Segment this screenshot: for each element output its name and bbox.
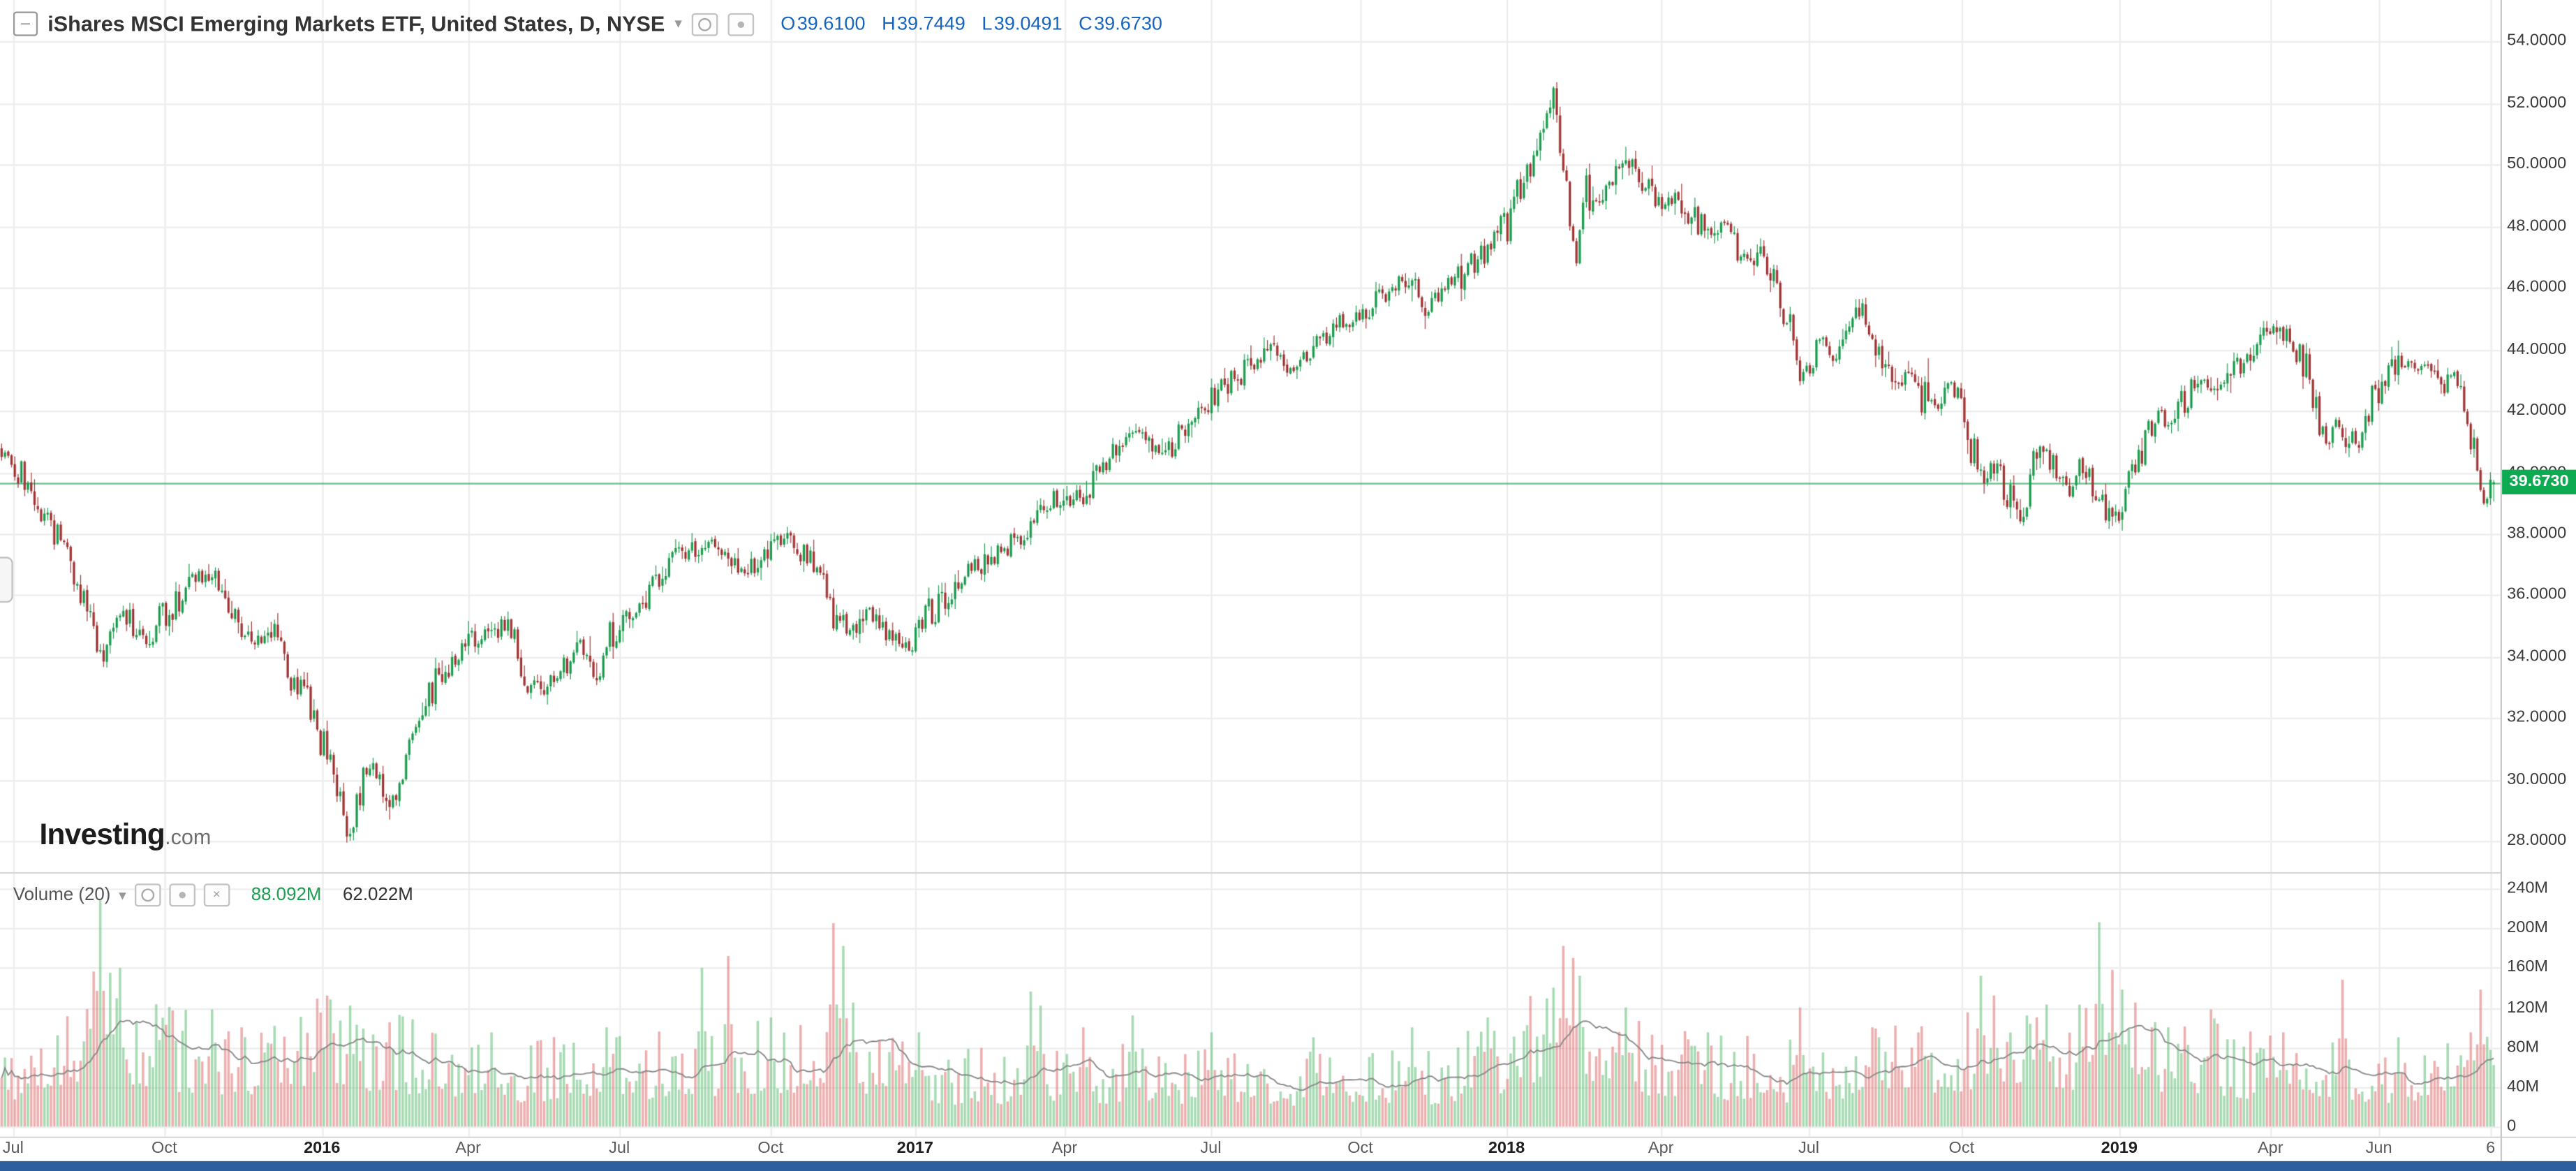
time-axis-year-label: 2016 [304, 1140, 341, 1158]
price-chart-canvas[interactable] [0, 0, 2501, 1137]
high-value: H 39.7449 [882, 13, 965, 34]
chevron-down-icon[interactable]: ▾ [119, 885, 126, 903]
settings-icon[interactable] [169, 883, 195, 907]
time-axis-label: 6 [2486, 1140, 2496, 1158]
time-axis-label: Apr [1051, 1140, 1078, 1158]
time-axis-label: Apr [455, 1140, 482, 1158]
time-axis-label: Oct [757, 1140, 784, 1158]
price-axis-label: 42.0000 [2507, 402, 2567, 420]
time-axis-label: Jul [2, 1140, 24, 1158]
chevron-down-icon[interactable]: ▾ [674, 15, 683, 31]
volume-axis-label: 0 [2507, 1117, 2517, 1136]
price-axis-label: 50.0000 [2507, 155, 2567, 174]
price-axis-label: 48.0000 [2507, 216, 2567, 235]
price-pane-header: – iShares MSCI Emerging Markets ETF, Uni… [13, 11, 1162, 36]
price-axis-label: 44.0000 [2507, 340, 2567, 358]
price-axis[interactable]: 39.6730 54.0000 52.0000 50.0000 48.0000 46.0… [2502, 0, 2576, 1137]
time-axis-label: Oct [151, 1140, 177, 1158]
low-value: L 39.0491 [982, 13, 1063, 34]
time-axis-label: Jul [609, 1140, 630, 1158]
price-axis-label: 38.0000 [2507, 524, 2567, 543]
time-axis-label: Apr [2257, 1140, 2283, 1158]
time-axis-year-label: 2019 [2101, 1140, 2138, 1158]
price-axis-border [2500, 0, 2503, 1161]
eye-icon[interactable] [692, 12, 718, 36]
ohlc-readout: O 39.6100 H 39.7449 L 39.0491 C 39.6730 [780, 14, 1162, 34]
volume-axis-label: 240M [2507, 879, 2549, 898]
time-axis-label: Apr [1648, 1140, 1674, 1158]
eye-icon[interactable] [134, 883, 161, 907]
volume-axis-label: 200M [2507, 919, 2549, 938]
left-panel-handle[interactable] [0, 557, 13, 603]
volume-axis-label: 80M [2507, 1038, 2539, 1056]
time-axis-year-label: 2017 [896, 1140, 933, 1158]
close-icon[interactable]: × [203, 883, 230, 907]
price-axis-label: 32.0000 [2507, 709, 2567, 728]
volume-axis-label: 120M [2507, 999, 2549, 1017]
collapse-pane-icon[interactable]: – [13, 11, 38, 36]
time-axis-label: Jun [2365, 1140, 2392, 1158]
volume-axis-label: 40M [2507, 1077, 2539, 1096]
volume-axis-label: 160M [2507, 959, 2549, 978]
time-axis-label: Jul [1200, 1140, 1222, 1158]
investing-logo: Investing .com [39, 818, 212, 851]
time-axis[interactable]: Jul Oct 2016 Apr Jul Oct 2017 Apr Jul Oct 2018 Apr J… [0, 1137, 2501, 1161]
time-axis-year-label: 2018 [1488, 1140, 1525, 1158]
volume-ma-value: 88.092M [251, 885, 322, 905]
time-axis-label: Jul [1798, 1140, 1820, 1158]
time-axis-label: Oct [1948, 1140, 1975, 1158]
bottom-bar [0, 1161, 2576, 1171]
open-value: O 39.6100 [780, 13, 866, 34]
pane-divider[interactable] [0, 871, 2576, 874]
price-axis-label: 52.0000 [2507, 94, 2567, 112]
volume-indicator-label: Volume (20) [13, 885, 111, 905]
current-price-tag: 39.6730 [2502, 469, 2576, 495]
price-axis-label: 46.0000 [2507, 278, 2567, 297]
time-axis-label: Oct [1347, 1140, 1373, 1158]
price-axis-label: 28.0000 [2507, 832, 2567, 850]
close-value: C 39.6730 [1079, 13, 1162, 34]
price-axis-label: 30.0000 [2507, 770, 2567, 789]
price-axis-label: 54.0000 [2507, 32, 2567, 51]
price-axis-label: 34.0000 [2507, 647, 2567, 666]
volume-pane-header: Volume (20) ▾ × 88.092M 62.022M [13, 883, 413, 907]
symbol-title: iShares MSCI Emerging Markets ETF, Unite… [47, 11, 665, 36]
time-axis-divider [0, 1136, 2576, 1138]
settings-icon[interactable] [727, 12, 755, 36]
volume-current-value: 62.022M [343, 885, 413, 905]
price-axis-label: 36.0000 [2507, 586, 2567, 605]
